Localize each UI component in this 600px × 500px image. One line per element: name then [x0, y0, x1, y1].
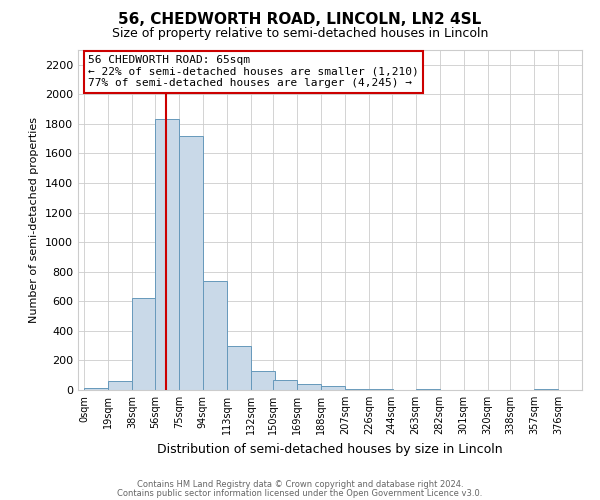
Text: 56, CHEDWORTH ROAD, LINCOLN, LN2 4SL: 56, CHEDWORTH ROAD, LINCOLN, LN2 4SL [118, 12, 482, 28]
Bar [345, 388, 369, 390]
Bar [297, 384, 321, 390]
Bar [227, 346, 251, 390]
Text: 56 CHEDWORTH ROAD: 65sqm
← 22% of semi-detached houses are smaller (1,210)
77% o: 56 CHEDWORTH ROAD: 65sqm ← 22% of semi-d… [88, 55, 419, 88]
Bar [84, 388, 108, 390]
Bar [321, 386, 345, 390]
Bar [203, 280, 227, 390]
Y-axis label: Number of semi-detached properties: Number of semi-detached properties [29, 117, 40, 323]
Bar [179, 136, 203, 390]
Bar [132, 298, 156, 390]
Text: Size of property relative to semi-detached houses in Lincoln: Size of property relative to semi-detach… [112, 28, 488, 40]
X-axis label: Distribution of semi-detached houses by size in Lincoln: Distribution of semi-detached houses by … [157, 442, 503, 456]
Text: Contains HM Land Registry data © Crown copyright and database right 2024.: Contains HM Land Registry data © Crown c… [137, 480, 463, 489]
Bar [274, 380, 297, 390]
Bar [251, 371, 275, 390]
Bar [108, 381, 132, 390]
Text: Contains public sector information licensed under the Open Government Licence v3: Contains public sector information licen… [118, 488, 482, 498]
Bar [155, 120, 179, 390]
